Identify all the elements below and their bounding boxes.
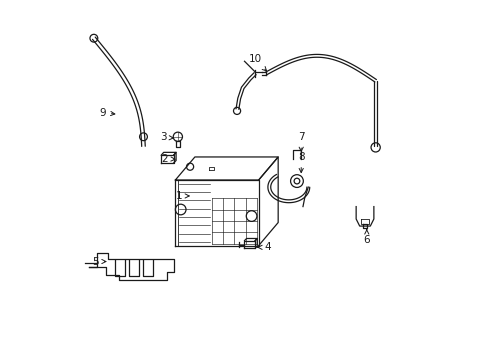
Text: 5: 5 <box>92 257 106 266</box>
Text: 9: 9 <box>99 108 115 118</box>
Text: 3: 3 <box>160 132 173 143</box>
Text: 8: 8 <box>297 152 304 172</box>
Text: 1: 1 <box>175 191 189 201</box>
Text: 10: 10 <box>248 54 266 71</box>
Text: 2: 2 <box>161 154 175 164</box>
Text: 7: 7 <box>297 132 304 151</box>
Text: 6: 6 <box>363 230 369 245</box>
Text: 4: 4 <box>258 242 270 252</box>
